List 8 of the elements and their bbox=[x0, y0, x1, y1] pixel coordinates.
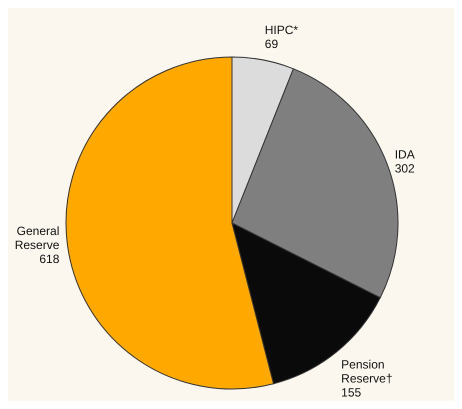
slice-label: HIPC* bbox=[264, 23, 298, 38]
data-label: 155 bbox=[341, 385, 362, 400]
slice-label: General Reserve bbox=[14, 224, 60, 252]
data-label: 69 bbox=[264, 37, 278, 52]
data-label: 302 bbox=[394, 161, 416, 176]
slice-label: IDA bbox=[394, 147, 415, 162]
data-label: 618 bbox=[39, 252, 60, 266]
slice-label: Pension Reserve† bbox=[341, 357, 393, 386]
